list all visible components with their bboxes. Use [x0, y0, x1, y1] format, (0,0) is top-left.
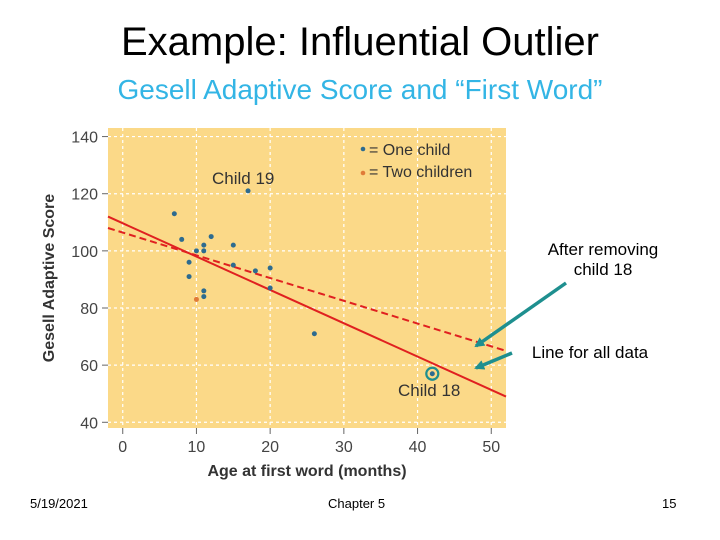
- y-tick-label-60: 60: [80, 358, 98, 375]
- x-tick-label-30: 30: [335, 439, 353, 456]
- x-tick-label-0: 0: [118, 439, 127, 456]
- data-point-one-child-8: [201, 294, 207, 300]
- slide-subtitle: Gesell Adaptive Score and “First Word”: [117, 74, 603, 105]
- data-point-one-child-14: [267, 265, 273, 271]
- annotation-child-19: Child 19: [212, 169, 274, 188]
- regression-lines: [107, 215, 507, 398]
- plot-background: [108, 128, 506, 428]
- data-point-one-child-15: [267, 285, 273, 291]
- x-axis-ticks: 0 10 20 30 40 50: [118, 428, 500, 456]
- annotation-child-18: Child 18: [398, 381, 460, 400]
- data-point-one-child-2: [186, 259, 192, 265]
- regression-line-without-child-18: [107, 227, 507, 352]
- legend-marker-one-child: [360, 146, 366, 152]
- slide-title: Example: Influential Outlier: [120, 20, 599, 64]
- data-point-one-child-4: [193, 248, 199, 254]
- x-tick-label-10: 10: [188, 439, 206, 456]
- data-point-two-children-0: [193, 296, 199, 302]
- annotation-after-removing-line-2: child 18: [573, 260, 633, 279]
- data-point-one-child-10: [230, 242, 236, 248]
- outlier-child-18: [425, 366, 440, 381]
- footer-page-number: 15: [662, 496, 677, 511]
- x-tick-label-20: 20: [261, 439, 279, 456]
- x-axis-label: Age at first word (months): [207, 463, 406, 480]
- regression-line-all-data: [107, 215, 507, 398]
- y-axis-label: Gesell Adaptive Score: [41, 194, 58, 362]
- data-point-one-child-7: [201, 288, 207, 294]
- data-point-one-child-11: [230, 262, 236, 268]
- annotation-after-removing-line-1: After removing: [547, 240, 659, 259]
- y-tick-label-80: 80: [80, 301, 98, 318]
- x-tick-label-40: 40: [409, 439, 427, 456]
- data-point-one-child-5: [201, 242, 207, 248]
- y-tick-label-140: 140: [71, 130, 98, 147]
- footer-date: 5/19/2021: [30, 496, 88, 511]
- data-point-one-child-12: [245, 188, 251, 194]
- data-point-one-child-9: [208, 234, 214, 240]
- data-point-one-child-13: [252, 268, 258, 274]
- legend-marker-two-children: [360, 170, 366, 176]
- data-point-one-child-0: [171, 211, 177, 217]
- legend: = One child = Two children: [360, 142, 472, 181]
- annotation-after-removing: After removing child 18: [528, 240, 678, 280]
- gridlines: [108, 128, 506, 428]
- y-tick-label-100: 100: [71, 244, 98, 261]
- data-point-one-child-6: [201, 248, 207, 254]
- data-point-one-child-16: [311, 331, 317, 337]
- footer-chapter: Chapter 5: [328, 496, 386, 511]
- y-axis-ticks: 40 60 80 100 120 140: [71, 130, 108, 432]
- data-point-one-child-1: [179, 236, 185, 242]
- legend-label-one-child: = One child: [369, 142, 450, 159]
- y-tick-label-120: 120: [71, 187, 98, 204]
- x-tick-label-50: 50: [482, 439, 500, 456]
- legend-label-two-children: = Two children: [369, 164, 472, 181]
- scatter-chart: 40 60 80 100 120 140 0 10 20 30 40 50 = One child …: [41, 128, 507, 480]
- data-points: [171, 188, 440, 381]
- annotation-line-all-data: Line for all data: [531, 343, 649, 362]
- y-tick-label-40: 40: [80, 415, 98, 432]
- outlier-child-18-point: [429, 371, 435, 377]
- data-point-one-child-3: [186, 274, 192, 280]
